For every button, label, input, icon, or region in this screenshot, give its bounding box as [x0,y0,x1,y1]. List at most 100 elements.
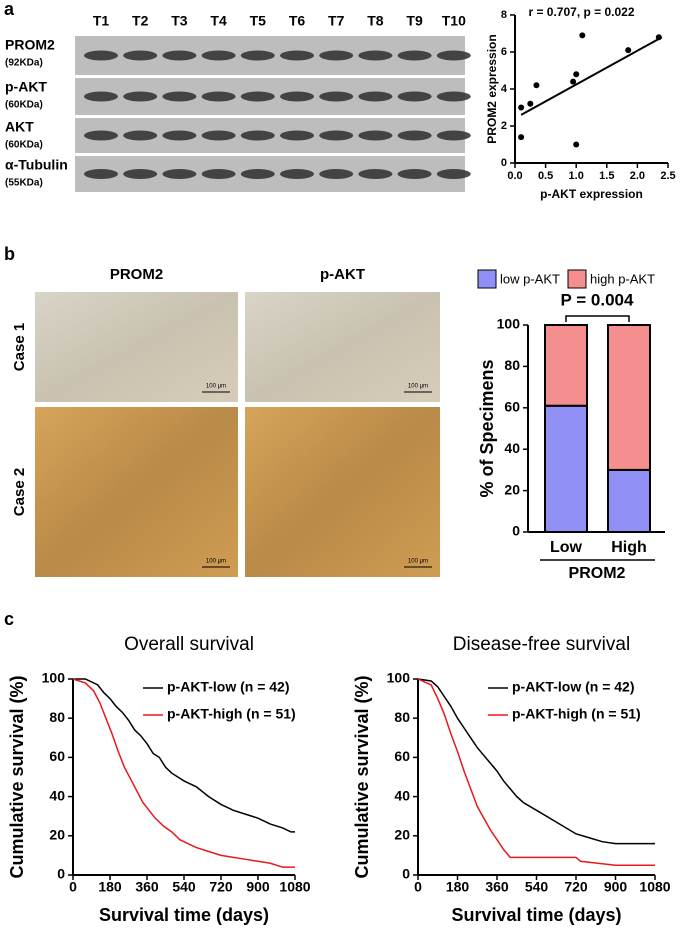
legend-label: p-AKT-high (n = 51) [167,706,296,722]
blot-row-name: p-AKT [5,79,47,95]
y-tick-label: 0 [402,866,410,882]
y-tick-label: 100 [497,316,521,332]
blot-band [436,50,471,61]
blot-band [319,169,354,179]
x-tick-label: High [611,539,647,556]
blot-band [162,130,197,141]
x-axis-label: Survival time (days) [451,905,621,925]
blot-band [358,169,393,179]
blot-band [436,169,471,179]
scale-bar-label: 100 μm [206,384,226,390]
x-tick-label: 360 [135,879,159,895]
chart-title: Overall survival [124,634,254,655]
blot-row-name: α-Tubulin [5,157,68,173]
blot-band [397,91,432,102]
blot-band [358,130,393,141]
legend-swatch [567,269,587,289]
x-tick-label: 2.5 [660,170,675,182]
blot-row-size: (55KDa) [5,178,43,189]
blot-band [240,169,275,179]
blot-band [84,169,118,179]
lane-label: T10 [442,13,466,29]
legend-label: low p-AKT [500,271,560,286]
x-tick-label: 1080 [639,879,670,895]
blot-band [84,50,118,61]
bar-segment [607,468,651,533]
lane-label: T6 [289,13,306,29]
x-tick-label: 2.0 [630,170,645,182]
x-tick-label: 0 [69,879,77,895]
blot-band [280,130,314,141]
blot-band [123,169,158,179]
bar-segment [544,404,588,534]
scatter-point [518,104,525,111]
y-axis-label: PROM2 expression [485,34,499,143]
blot-band [240,50,275,61]
y-tick-label: 20 [504,481,520,497]
x-tick-label: 900 [246,879,270,895]
x-tick-label: 180 [446,879,470,895]
lane-label: T5 [250,13,267,29]
ihc-row-label: Case 2 [11,468,28,516]
survival-curve [417,678,655,845]
ihc-row-label: Case 1 [11,323,28,371]
scatter-point [579,32,586,39]
survival-curve [417,678,655,866]
y-tick-label: 40 [504,440,520,456]
scatter-point [570,78,577,85]
blot-band [436,91,471,102]
y-tick-label: 60 [394,748,410,764]
panel-label: c [4,609,14,629]
blot-band [162,169,197,179]
legend-label: p-AKT-low (n = 42) [167,679,290,695]
blot-band [123,130,158,141]
lane-label: T3 [171,13,188,29]
y-tick-label: 40 [394,787,410,803]
x-tick-label: 1.5 [599,170,614,182]
y-tick-label: 100 [42,670,66,686]
y-tick-label: 60 [504,399,520,415]
blot-band [201,169,236,179]
lane-label: T8 [367,13,384,29]
x-tick-label: 0.0 [507,170,522,182]
blot-band [280,50,314,61]
x-tick-label: Low [550,539,583,556]
x-tick-label: 360 [485,879,509,895]
y-tick-label: 6 [501,46,507,58]
blot-band [240,130,275,141]
panel-label: a [4,0,15,19]
blot-band [201,91,236,102]
blot-band [397,169,432,179]
blot-band [397,50,432,61]
blot-row-size: (60KDa) [5,140,43,151]
blot-band [358,91,393,102]
x-tick-label: 720 [209,879,233,895]
x-tick-label: 720 [564,879,588,895]
blot-band [319,91,354,102]
x-tick-label: 540 [525,879,549,895]
blot-band [436,130,471,141]
ihc-image [245,407,440,577]
blot-band [319,130,354,141]
blot-band [397,130,432,141]
blot-band [240,91,275,102]
lane-label: T7 [328,13,345,29]
legend-label: p-AKT-low (n = 42) [512,679,635,695]
ihc-image [245,292,440,402]
y-axis-label: % of Specimens [477,359,497,497]
blot-band [123,91,158,102]
panel-label: b [4,244,15,264]
x-axis-label: p-AKT expression [540,187,643,201]
y-tick-label: 40 [49,787,65,803]
bar-segment [544,324,588,407]
scatter-point [518,134,525,141]
x-tick-label: 900 [604,879,628,895]
y-tick-label: 80 [504,357,520,373]
scale-bar-label: 100 μm [206,559,226,565]
legend-swatch [477,269,497,289]
scatter-point [625,47,632,54]
annotation: P = 0.004 [561,290,634,309]
blot-band [280,169,314,179]
y-tick-label: 4 [501,83,508,95]
